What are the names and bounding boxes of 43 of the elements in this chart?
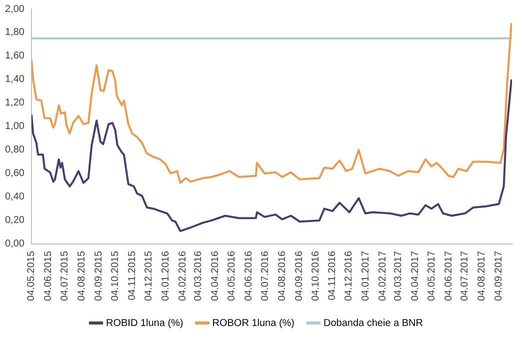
x-tick-label: 04.07.2016 bbox=[260, 250, 271, 302]
y-tick-label: 1,80 bbox=[4, 27, 25, 38]
y-tick-label: 1,00 bbox=[4, 121, 25, 132]
y-tick-label: 2,00 bbox=[4, 4, 25, 15]
x-tick-label: 04.03.2017 bbox=[392, 250, 404, 302]
x-tick-label: 04.11.2015 bbox=[126, 250, 138, 300]
x-tick-label: 04.09.2016 bbox=[294, 250, 305, 302]
x-tick-label: 04.08.2015 bbox=[76, 250, 88, 302]
x-tick-label: 04.09.2017 bbox=[494, 250, 505, 302]
x-tick-label: 04.02.2017 bbox=[378, 250, 389, 302]
x-tick-label: 04.05.2015 bbox=[26, 250, 38, 302]
x-tick-label: 04.11.2016 bbox=[327, 250, 338, 300]
y-tick-label: 1,60 bbox=[4, 50, 25, 62]
x-tick-label: 04.01.2016 bbox=[160, 250, 172, 302]
x-tick-label: 04.06.2017 bbox=[443, 250, 454, 302]
y-tick-label: 0,20 bbox=[4, 215, 25, 226]
y-tick-label: 0,80 bbox=[4, 144, 25, 156]
x-tick-label: 04.10.2015 bbox=[110, 250, 121, 302]
y-tick-label: 0,00 bbox=[4, 238, 25, 250]
x-tick-label: 04.12.2016 bbox=[344, 250, 355, 302]
legend-label: ROBID 1luna (%) bbox=[106, 318, 184, 329]
x-tick-label: 04.05.2016 bbox=[226, 250, 238, 302]
x-tick-label: 04.04.2017 bbox=[410, 250, 421, 302]
y-tick-label: 0,60 bbox=[4, 168, 25, 180]
y-tick-label: 1,40 bbox=[4, 74, 25, 86]
y-tick-label: 1,20 bbox=[4, 98, 25, 109]
x-tick-label: 04.07.2015 bbox=[60, 250, 71, 302]
x-tick-label: 04.07.2017 bbox=[460, 250, 471, 302]
x-tick-label: 04.08.2017 bbox=[476, 250, 488, 302]
x-tick-label: 04.06.2016 bbox=[243, 250, 254, 302]
x-tick-label: 04.06.2015 bbox=[43, 250, 54, 302]
x-tick-label: 04.08.2016 bbox=[276, 250, 288, 302]
legend-label: Dobanda cheie a BNR bbox=[323, 318, 424, 329]
x-tick-label: 04.10.2016 bbox=[310, 250, 322, 302]
x-tick-label: 04.05.2017 bbox=[426, 250, 438, 302]
x-tick-label: 04.12.2015 bbox=[143, 250, 154, 302]
x-tick-label: 04.04.2016 bbox=[210, 250, 222, 302]
legend-label: ROBOR 1luna (%) bbox=[212, 318, 294, 329]
y-tick-label: 0,40 bbox=[4, 192, 25, 203]
x-tick-label: 04.01.2017 bbox=[360, 250, 372, 302]
x-tick-label: 04.02.2016 bbox=[177, 250, 188, 302]
x-tick-label: 04.03.2016 bbox=[193, 250, 204, 302]
x-tick-label: 04.09.2015 bbox=[94, 250, 105, 302]
